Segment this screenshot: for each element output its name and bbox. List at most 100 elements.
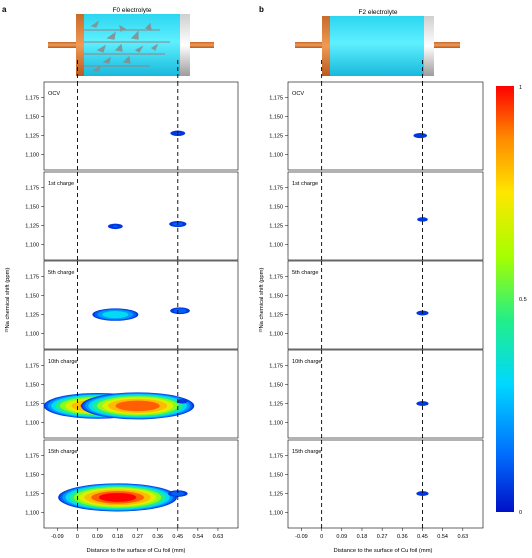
plot-area: 1,1751,1501,1251,100OCV1,1751,1501,1251,…: [25, 60, 484, 540]
colorbar-gradient: [496, 86, 514, 512]
contour-level: [113, 225, 118, 228]
x-axis-title-b: Distance to the surface of Cu foil (mm): [334, 548, 433, 554]
cell-schematic-f2: [295, 16, 460, 76]
subplot-frame: [287, 171, 484, 261]
y-tick-label: 1,125: [25, 492, 39, 498]
y-tick-label: 1,125: [269, 402, 283, 408]
contour-level: [176, 399, 188, 404]
x-tick-label: 0: [320, 534, 323, 540]
y-tick-label: 1,100: [25, 153, 39, 159]
x-tick-label: 0.27: [132, 534, 143, 540]
contour-level: [173, 308, 187, 313]
row-label: 15th charge: [48, 449, 78, 455]
y-axis-title-a: ²³Na chemical shift (ppm): [5, 268, 11, 333]
y-tick-label: 1,175: [25, 95, 39, 101]
y-tick-label: 1,150: [269, 204, 283, 210]
y-tick-label: 1,150: [269, 293, 283, 299]
x-tick-label: 0.36: [152, 534, 163, 540]
y-tick-label: 1,100: [25, 421, 39, 427]
cell-schematic-f0: [48, 14, 214, 76]
row-label: 5th charge: [48, 270, 74, 276]
panel-title-f0: F0 electrolyte: [112, 7, 151, 14]
y-tick-label: 1,125: [269, 313, 283, 319]
contour-level: [416, 491, 429, 496]
y-tick-label: 1,100: [269, 153, 283, 159]
colorbar-mid-label: 0.5: [519, 297, 527, 303]
x-tick-label: 0.18: [357, 534, 368, 540]
y-tick-label: 1,175: [25, 185, 39, 191]
signal-blob: [170, 307, 190, 315]
y-tick-label: 1,175: [269, 363, 283, 369]
y-tick-label: 1,125: [25, 224, 39, 230]
subplot-f2-row-2: 1,175 1,150 1,125 1,100 1st charge: [269, 171, 484, 261]
subplot-f0-row-4: 1,175 1,150 1,125 1,100 10th charge: [25, 349, 239, 439]
subplot-frame: [287, 260, 484, 350]
signal-blob: [167, 490, 188, 497]
subplot-f0-row-2: 1,175 1,150 1,125 1,100 1st charge: [25, 171, 239, 261]
contour-level: [171, 491, 185, 496]
signal-blob: [58, 483, 178, 512]
y-tick-label: 1,175: [269, 453, 283, 459]
x-tick-label: 0.27: [377, 534, 388, 540]
y-tick-label: 1,150: [25, 293, 39, 299]
x-tick-label: 0.09: [92, 534, 103, 540]
y-axis-title-b: ²³Na chemical shift (ppm): [259, 268, 265, 333]
contour-level: [98, 492, 137, 502]
y-tick-label: 1,100: [25, 511, 39, 517]
y-tick-label: 1,175: [269, 274, 283, 280]
signal-blob: [413, 132, 428, 139]
y-tick-label: 1,150: [25, 114, 39, 120]
y-tick-label: 1,100: [269, 332, 283, 338]
row-label: 10th charge: [292, 359, 322, 365]
contour-level: [416, 401, 429, 406]
y-tick-label: 1,100: [269, 421, 283, 427]
subplot-frame: [43, 439, 239, 529]
row-label: 10th charge: [48, 359, 78, 365]
x-tick-label: -0.09: [51, 534, 64, 540]
signal-blob: [416, 491, 429, 496]
contour-level: [102, 311, 129, 319]
y-tick-label: 1,175: [25, 363, 39, 369]
y-tick-label: 1,100: [25, 243, 39, 249]
y-tick-label: 1,175: [25, 453, 39, 459]
subplot-frame: [287, 349, 484, 439]
row-label: 5th charge: [292, 270, 318, 276]
subplot-f2-row-1: 1,175 1,150 1,125 1,100 OCV: [269, 81, 484, 171]
x-tick-label: 0.63: [213, 534, 224, 540]
y-tick-label: 1,150: [269, 382, 283, 388]
signal-blob: [417, 217, 428, 222]
signal-blob: [176, 399, 188, 404]
panel-letter-a: a: [2, 5, 7, 14]
y-tick-label: 1,100: [269, 511, 283, 517]
subplot-f2-row-5: 1,175 1,150 1,125 1,100 15th charge: [269, 439, 484, 529]
y-tick-label: 1,125: [269, 134, 283, 140]
colorbar: 1 0.5 0: [496, 85, 527, 516]
subplot-frame: [287, 81, 484, 171]
x-tick-label: 0: [76, 534, 79, 540]
x-tick-label: 0.45: [172, 534, 183, 540]
signal-blob: [81, 392, 195, 420]
subplot-frame: [43, 260, 239, 350]
contour-level: [417, 217, 428, 222]
contour-level: [115, 400, 160, 412]
y-tick-label: 1,125: [25, 313, 39, 319]
subplot-f0-row-3: 1,175 1,150 1,125 1,100 5th charge: [25, 260, 239, 350]
row-label: OCV: [292, 91, 304, 97]
y-tick-label: 1,100: [25, 332, 39, 338]
x-tick-label: 0.09: [336, 534, 347, 540]
subplot-frame: [43, 81, 239, 171]
y-tick-label: 1,150: [25, 382, 39, 388]
signal-blob: [107, 223, 123, 230]
x-tick-label: 0.36: [397, 534, 408, 540]
subplot-f0-row-5: 1,175 1,150 1,125 1,100 15th charge: [25, 439, 239, 529]
subplot-f2-row-3: 1,175 1,150 1,125 1,100 5th charge: [269, 260, 484, 350]
colorbar-min-label: 0: [519, 510, 522, 516]
contour-level: [413, 132, 428, 139]
signal-blob: [416, 401, 429, 406]
colorbar-max-label: 1: [519, 85, 522, 91]
panel-letter-b: b: [259, 5, 264, 14]
y-tick-label: 1,175: [25, 274, 39, 280]
y-tick-label: 1,150: [269, 114, 283, 120]
y-tick-label: 1,150: [25, 204, 39, 210]
